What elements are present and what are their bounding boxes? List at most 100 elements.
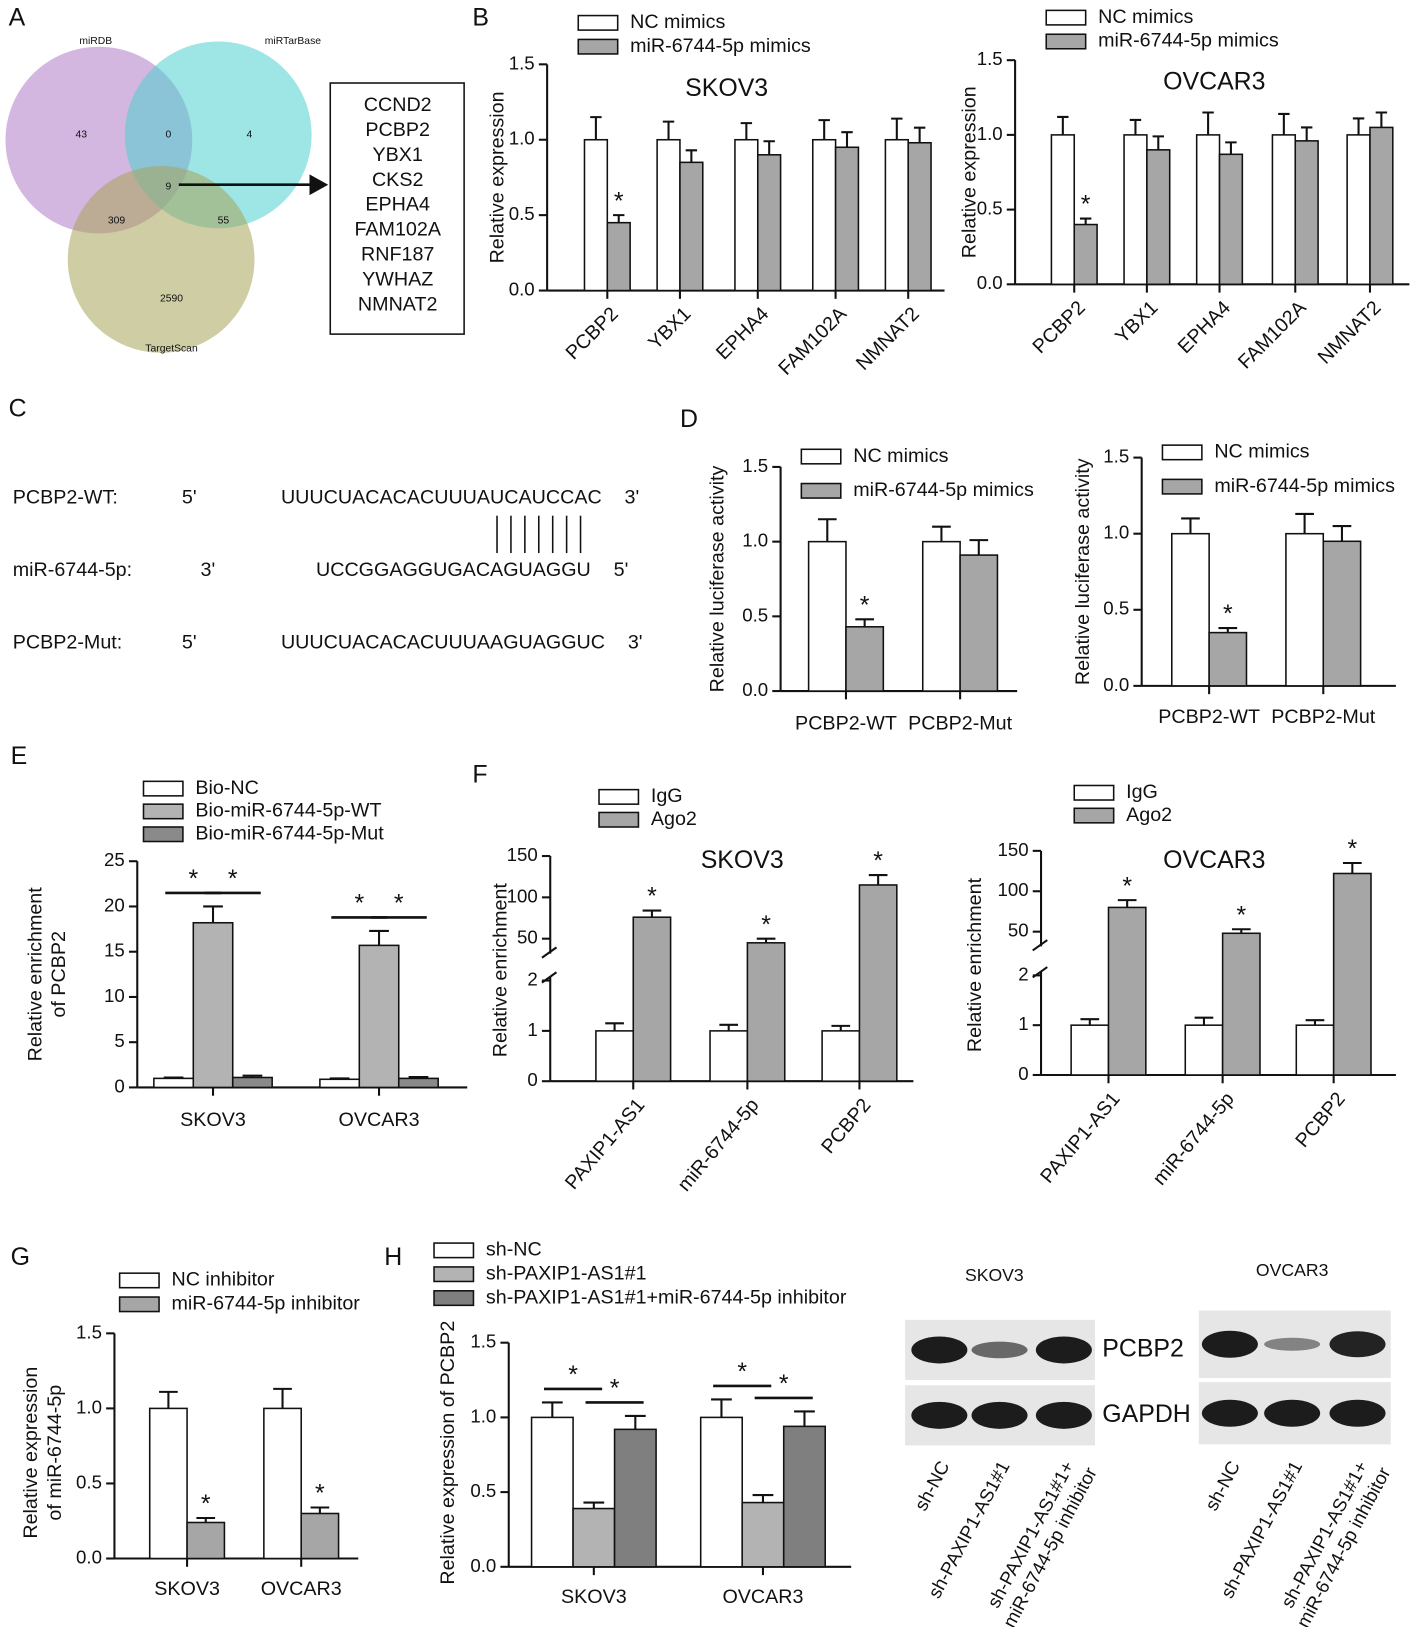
sequence-label: PCBP2-WT: [13,486,118,508]
bar [1271,134,1297,286]
bar [1346,134,1371,286]
legend-label: miR-6744-5p inhibitor [172,1293,361,1315]
y-tick-label: 50 [1008,920,1029,941]
legend-label: Bio-NC [195,777,259,799]
bar [1322,540,1362,687]
bar [656,138,681,292]
legend-swatch [1161,444,1203,461]
y-tick-label: 0.5 [76,1471,102,1492]
significance: * [873,847,883,875]
y-tick-label: 15 [104,940,125,961]
y-tick-label: 100 [997,879,1028,900]
band [1329,1399,1386,1427]
strand-end: 5' [614,559,629,581]
x-tick-label: SKOV3 [180,1109,246,1131]
sequence-label: miR-6744-5p: [13,559,132,581]
strand-end: 5' [182,632,197,654]
chart-title: OVCAR3 [1163,846,1265,874]
significance: * [761,911,771,939]
y-axis-label: of PCBP2 [48,931,70,1018]
error-bar [196,1516,216,1523]
y-tick-label: 150 [997,839,1028,860]
region-count: 4 [246,130,252,141]
binding-site: UCAUCCA [490,486,588,508]
legend-swatch [598,788,640,805]
bar [358,944,400,1089]
bar [300,1512,340,1560]
bar [884,138,910,292]
legend-label: miR-6744-5p mimics [1214,475,1395,497]
gene: NMNAT2 [358,293,438,315]
y-axis-label: Relative enrichment [964,877,986,1052]
error-bar [541,1401,563,1418]
bar [741,1501,785,1568]
error-bar [605,1022,624,1031]
bar [148,1407,188,1560]
error-bar [1342,861,1362,874]
error-bar [1352,117,1365,135]
bar [583,138,609,292]
y-tick-label: 0.0 [509,278,535,299]
y-tick-label: 1.5 [977,48,1003,69]
y-tick-label: 1 [1018,1013,1028,1034]
bar [807,540,847,692]
strand-end: 3' [625,486,640,508]
sequence: C [587,486,601,508]
bar [606,221,631,292]
error-bar [817,518,837,542]
error-bar [756,937,776,943]
x-tick-label: PCBP2-Mut [1271,706,1376,728]
bar [756,154,782,292]
legend-swatch [142,803,184,820]
x-tick-label: SKOV3 [561,1586,627,1608]
y-tick-label: 100 [507,885,538,906]
region-count: 43 [75,130,87,141]
error-bar [1295,512,1314,534]
legend-swatch [1073,784,1115,801]
legend-label: NC mimics [630,11,725,33]
error-bar [1117,899,1137,908]
bar [1195,134,1221,286]
legend-swatch [433,1290,475,1307]
x-tick-label: PCBP2-WT [795,712,897,734]
y-tick-label: 0.5 [1103,598,1129,619]
error-bar [583,1501,605,1509]
sequence: UUUCUACACACUUUA [281,632,491,654]
bar [1369,126,1394,286]
x-tick-label: OVCAR3 [261,1578,342,1600]
bar [263,1407,302,1560]
significance: * [228,865,238,893]
significance: * [647,883,657,911]
significance: * [779,1370,789,1398]
significance: * [201,1490,211,1518]
region-count: 0 [166,130,172,141]
panel-letter: F [472,761,487,789]
error-bar [1375,111,1388,128]
bar [782,1425,826,1568]
significance: * [354,890,364,918]
y-tick-label: 5 [114,1030,124,1051]
legend-swatch [598,811,640,828]
legend-swatch [118,1272,160,1289]
legend-swatch [118,1296,160,1313]
error-bar [1218,627,1238,633]
significance: * [568,1361,578,1389]
bar [572,1507,616,1568]
axis-break [1032,939,1048,952]
band [911,1336,968,1364]
chart-title: SKOV3 [701,846,784,874]
bar [319,1078,361,1089]
sequence: UCCGGAGGUGAC [316,559,490,581]
y-tick-label: 0.5 [977,198,1003,219]
gene: EPHA4 [365,194,430,216]
strand-end: 5' [182,486,197,508]
legend-swatch [800,482,842,499]
bar [1218,153,1244,286]
error-bar [1194,1016,1214,1026]
error-bar [1129,118,1142,135]
gene: YBX1 [373,144,423,166]
band [971,1401,1028,1429]
significance: * [1122,872,1132,900]
error-bar [203,905,223,923]
error-bar [1278,112,1290,135]
